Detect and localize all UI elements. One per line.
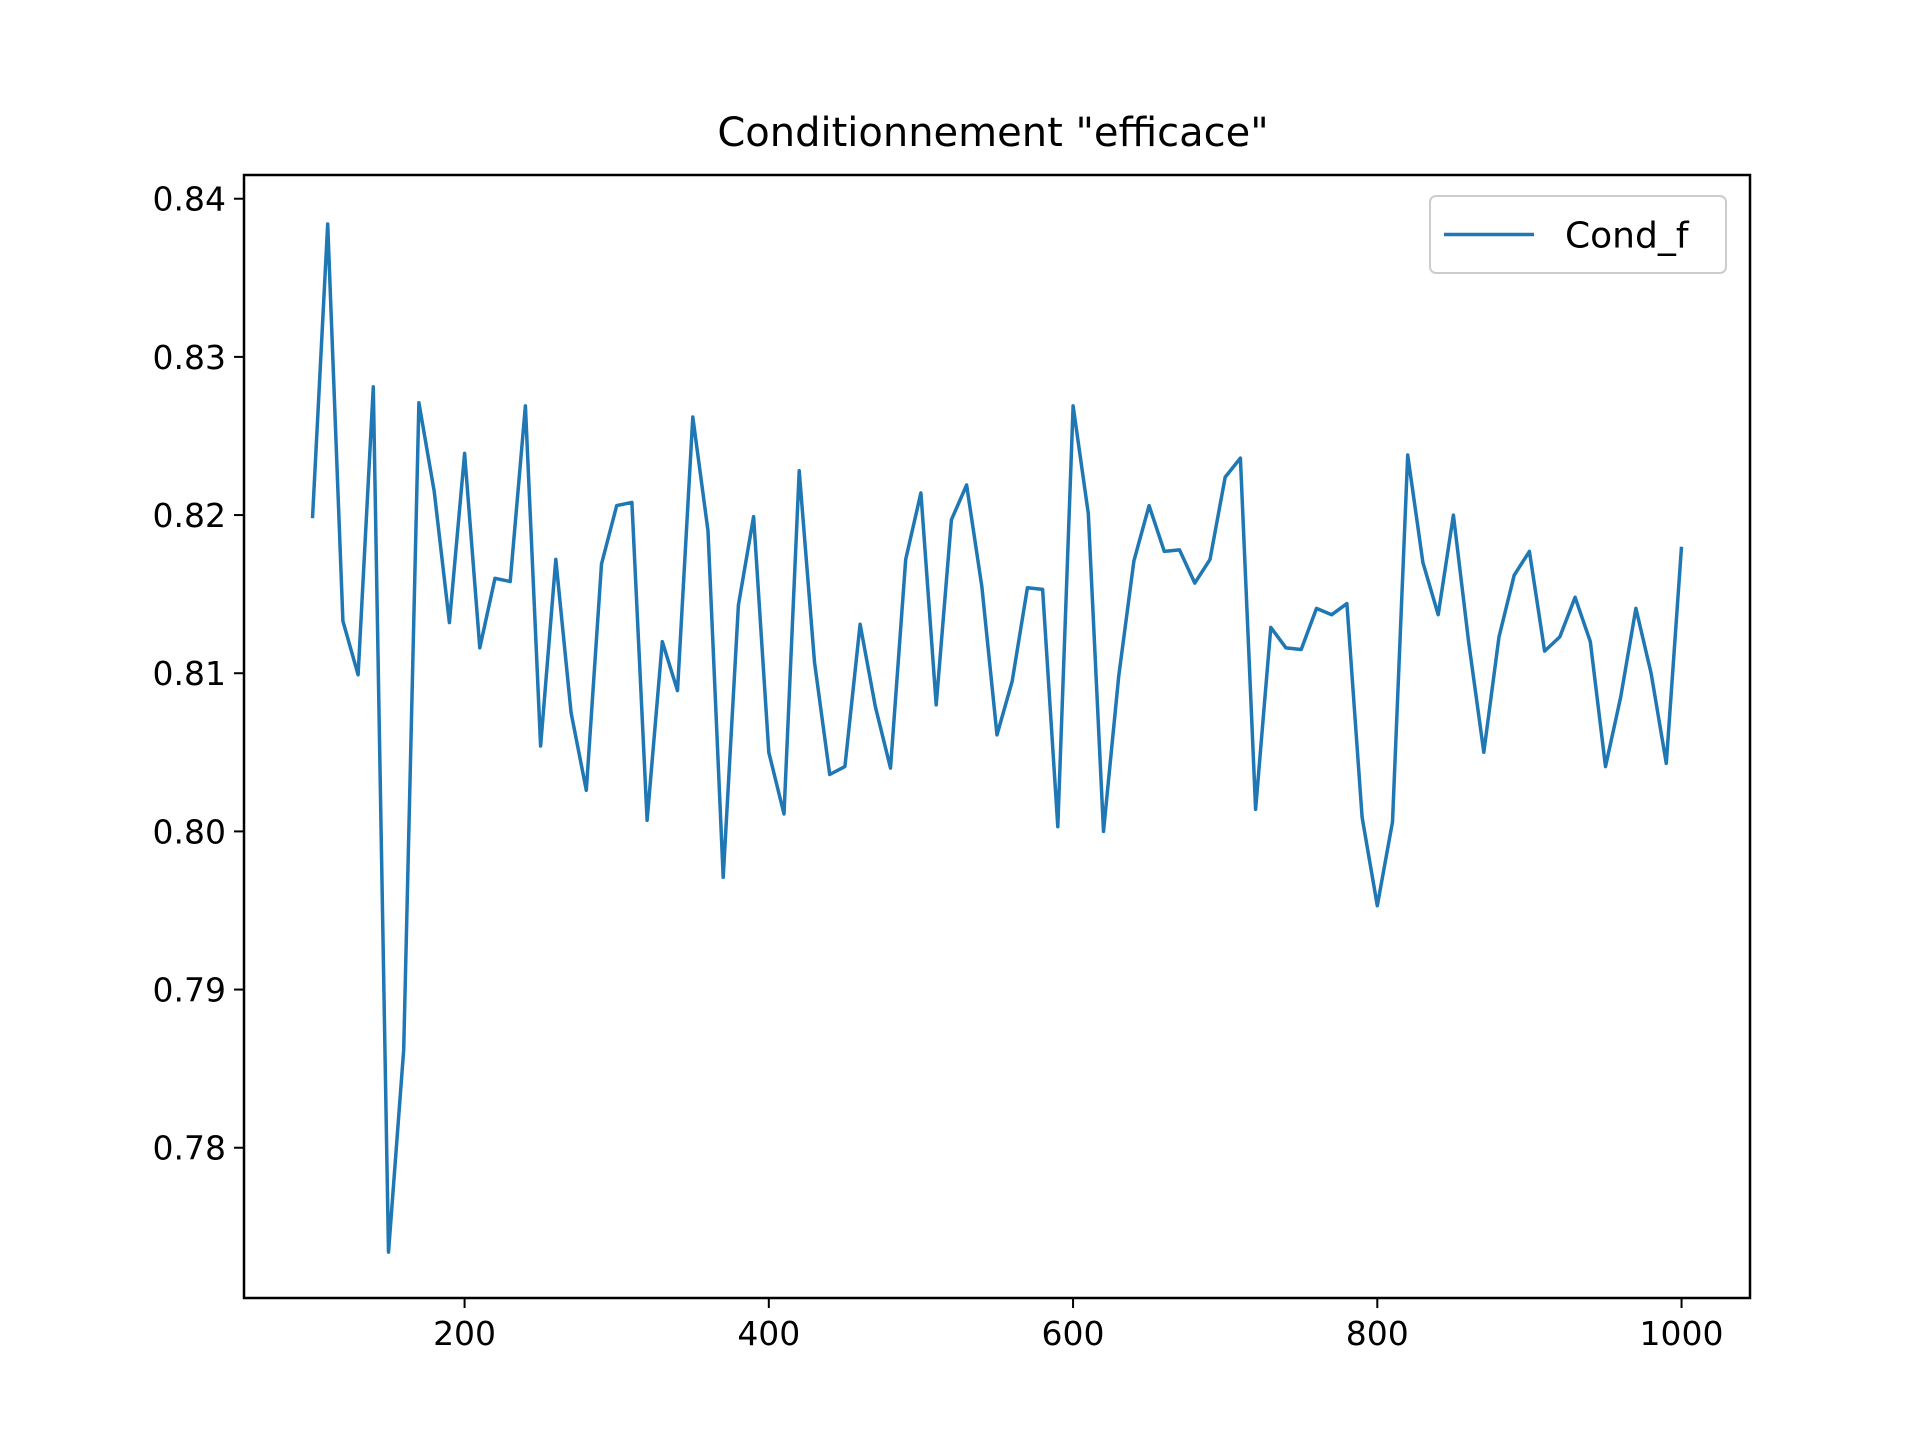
y-tick-label: 0.79 xyxy=(153,971,226,1010)
legend[interactable]: Cond_f xyxy=(1429,195,1727,274)
y-tick-label: 0.83 xyxy=(153,338,226,377)
y-tick-label: 0.84 xyxy=(153,180,226,219)
legend-label: Cond_f xyxy=(1565,216,1690,257)
x-tick-label: 1000 xyxy=(1640,1314,1724,1353)
x-tick-label: 200 xyxy=(433,1314,496,1353)
series-line-Cond_f xyxy=(310,222,1684,1254)
legend-box xyxy=(1429,195,1727,274)
y-tick-label: 0.82 xyxy=(153,496,226,535)
x-axis: 200 400 600 800 1000 xyxy=(433,1298,1724,1353)
chart-title: Conditionnement "efficace" xyxy=(717,110,1268,156)
x-tick-label: 600 xyxy=(1042,1314,1105,1353)
series-layer xyxy=(310,222,1684,1254)
x-tick-label: 800 xyxy=(1346,1314,1409,1353)
y-tick-label: 0.80 xyxy=(153,812,226,851)
y-axis: 0.78 0.79 0.80 0.81 0.82 0.83 0.84 xyxy=(153,180,244,1168)
y-tick-label: 0.81 xyxy=(153,654,226,693)
x-tick-label: 400 xyxy=(737,1314,800,1353)
y-tick-label: 0.78 xyxy=(153,1129,226,1168)
